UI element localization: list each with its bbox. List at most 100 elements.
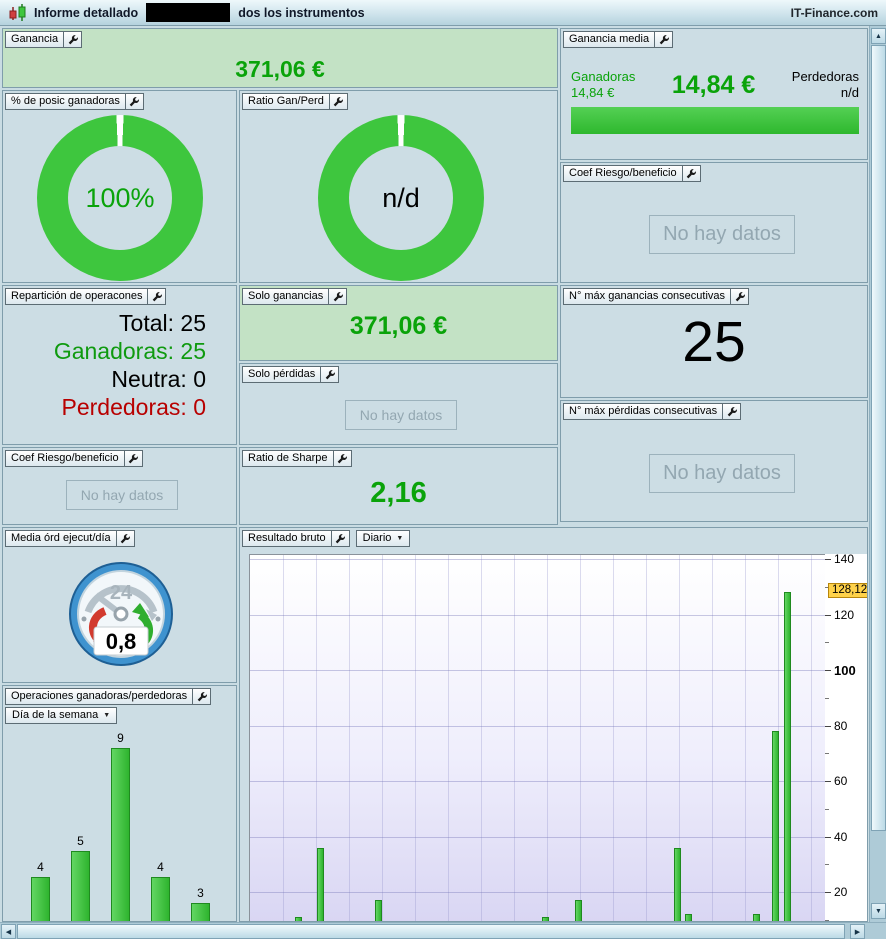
ganancia-media-row: Ganadoras 14,84 € 14,84 € Perdedoras n/d [571, 69, 859, 101]
daily-result-bar [784, 591, 791, 921]
wrench-icon[interactable] [116, 530, 135, 547]
weekday-bar-value: 5 [77, 834, 84, 848]
panel-solo-ganancias: Solo ganancias 371,06 € [239, 285, 558, 361]
last-value-badge: 128,12 [828, 582, 867, 598]
panel-reparticion: Repartición de operacones Total: 25 Ganad… [2, 285, 237, 445]
axis-tick [825, 559, 831, 560]
axis-tick [825, 670, 831, 671]
pct-ganadoras-value: 100% [85, 182, 155, 213]
wrench-icon[interactable] [321, 366, 340, 383]
arrow-left-icon: ◀ [5, 928, 12, 936]
title-bar: Informe detallado dos los instrumentos I… [0, 0, 886, 26]
panel-max-ganancias-title: N° máx ganancias consecutivas [563, 288, 732, 305]
no-data-box: No hay datos [649, 454, 795, 493]
axis-minor-tick [825, 808, 829, 810]
axis-tick-label: 100 [834, 663, 856, 678]
vertical-scroll-thumb[interactable] [871, 45, 886, 831]
vertical-gridline [613, 555, 614, 921]
no-data-box: No hay datos [66, 480, 178, 510]
vertical-gridline [448, 555, 449, 921]
weekday-dropdown[interactable]: Día de la semana ▼ [5, 707, 118, 724]
weekday-bar [111, 747, 130, 921]
wrench-icon[interactable] [329, 93, 348, 110]
vertical-gridline [316, 555, 317, 921]
no-data-box: No hay datos [345, 400, 457, 430]
daily-result-bar [295, 916, 302, 921]
wrench-icon[interactable] [124, 450, 143, 467]
ganancia-media-bar [571, 107, 859, 134]
horizontal-gridline [250, 670, 825, 671]
panel-ganancia-title: Ganancia [5, 31, 65, 48]
horizontal-scroll-thumb[interactable] [17, 924, 845, 939]
weekday-bar [151, 876, 170, 921]
daily-result-bar [753, 914, 760, 921]
chevron-down-icon: ▼ [396, 534, 404, 542]
horizontal-gridline [250, 892, 825, 893]
vertical-gridline [547, 555, 548, 921]
weekday-chart: 4 5 9 4 3 [3, 686, 236, 921]
axis-tick-label: 140 [834, 554, 855, 566]
reparticion-rows: Total: 25 Ganadoras: 25 Neutra: 0 Perdedora… [3, 309, 206, 421]
wrench-icon[interactable] [64, 31, 83, 48]
vertical-gridline [283, 555, 284, 921]
ratio-ganperd-value: n/d [382, 182, 420, 213]
window-title-prefix: Informe detallado [34, 5, 139, 20]
weekday-bar [191, 902, 210, 921]
horizontal-gridline [250, 725, 825, 727]
wrench-icon[interactable] [731, 288, 750, 305]
weekday-bar-value: 9 [117, 730, 124, 745]
daily-result-bar [317, 847, 324, 921]
daily-result-plot [249, 554, 826, 921]
period-dropdown[interactable]: Diario ▼ [355, 530, 411, 547]
weekday-bar-value: 4 [37, 859, 44, 874]
reparticion-row: Ganadoras: 25 [53, 338, 206, 364]
panel-reparticion-title: Repartición de operacones [5, 288, 149, 305]
wrench-icon[interactable] [125, 93, 144, 110]
weekday-bar [71, 851, 90, 921]
horizontal-gridline [250, 614, 825, 616]
wrench-icon[interactable] [655, 31, 674, 48]
axis-minor-tick [825, 697, 829, 699]
scroll-left-button[interactable]: ◀ [1, 924, 16, 939]
horizontal-gridline [250, 559, 825, 560]
horizontal-scrollbar[interactable]: ◀ ▶ [0, 922, 886, 939]
wrench-icon[interactable] [148, 288, 167, 305]
daily-result-bar [542, 916, 549, 921]
wrench-icon[interactable] [193, 688, 212, 705]
daily-result-bar [685, 914, 692, 921]
scroll-right-button[interactable]: ▶ [850, 924, 865, 939]
panel-max-perdidas-title: N° máx pérdidas consecutivas [563, 403, 724, 420]
panel-ganancia-media: Ganancia media Ganadoras 14,84 € 14,84 €… [560, 28, 868, 160]
clock-24-label: 24 [110, 582, 133, 604]
wrench-icon[interactable] [333, 450, 352, 467]
panel-pct-ganadoras: % de posic ganadoras 100% [2, 90, 237, 283]
orders-per-day-value: 0,8 [106, 629, 137, 654]
wrench-icon[interactable] [682, 165, 701, 182]
daily-result-bar [375, 900, 382, 921]
panel-operaciones-title: Operaciones ganadoras/perdedoras [5, 688, 194, 705]
ratio-sharpe-value: 2,16 [370, 477, 427, 509]
vertical-scrollbar[interactable]: ▲ ▼ [869, 26, 886, 922]
wrench-icon[interactable] [331, 530, 350, 547]
panel-solo-perdidas-title: Solo pérdidas [242, 366, 322, 383]
solo-ganancias-value: 371,06 € [349, 312, 448, 340]
axis-tick-label: 40 [834, 829, 848, 844]
axis-tick-label: 20 [834, 885, 848, 899]
vertical-gridline [646, 555, 647, 921]
vertical-gridline [712, 555, 713, 921]
chevron-down-icon: ▼ [103, 711, 111, 719]
vertical-gridline [745, 555, 746, 921]
scroll-down-button[interactable]: ▼ [871, 903, 886, 919]
panel-coef-riesgo-left-title: Coef Riesgo/beneficio [5, 450, 125, 467]
scroll-up-button[interactable]: ▲ [871, 28, 886, 44]
vertical-gridline [349, 555, 350, 921]
panel-ratio-ganperd-title: Ratio Gan/Perd [242, 93, 330, 110]
wrench-icon[interactable] [329, 288, 348, 305]
axis-minor-tick [825, 864, 829, 866]
panel-media-ord-title: Media órd ejecut/día [5, 530, 117, 547]
horizontal-gridline [250, 836, 825, 838]
panel-coef-riesgo-left: Coef Riesgo/beneficio No hay datos [2, 447, 237, 525]
wrench-icon[interactable] [723, 403, 742, 420]
axis-minor-tick [825, 919, 829, 921]
panel-pct-ganadoras-title: % de posic ganadoras [5, 93, 126, 110]
